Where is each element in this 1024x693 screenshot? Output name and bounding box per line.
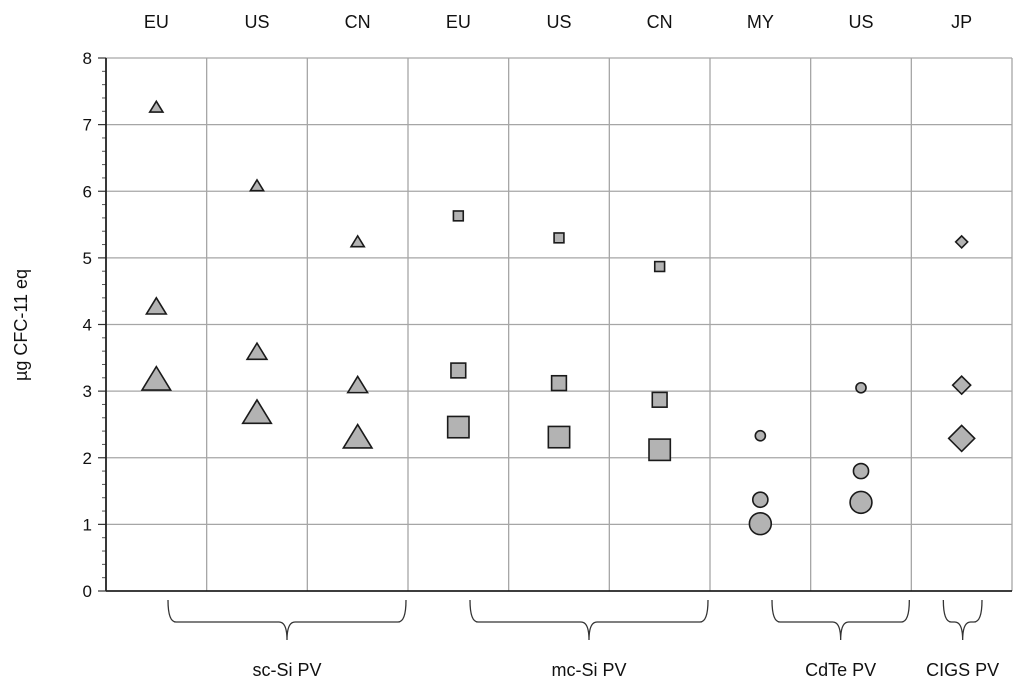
square-marker [550,374,568,392]
column-label: JP [951,12,972,32]
triangle-marker [248,178,266,192]
y-axis-label: µg CFC-11 eq [11,269,31,381]
group-brace [942,599,983,641]
square-marker [446,415,470,439]
grid [106,57,1013,591]
square-marker [553,232,565,244]
column-label: MY [747,12,774,32]
y-tick-label: 3 [83,382,92,401]
y-tick-label: 0 [83,582,92,601]
circle-marker [751,491,769,509]
y-tick-label: 2 [83,449,92,468]
triangle-marker [349,234,366,248]
circle-marker [748,511,773,536]
column-label: US [546,12,571,32]
group-label: sc-Si PV [252,660,321,680]
y-tick-label: 4 [83,316,92,335]
triangle-marker [341,423,374,449]
diamond-marker [947,424,976,453]
group-brace [167,599,407,641]
group-brace [771,599,910,641]
square-marker [452,210,465,222]
y-tick-label: 7 [83,116,92,135]
group-label: CIGS PV [926,660,999,680]
square-marker [648,438,672,462]
column-labels: EU US CN EU US CN MY US JP [144,12,972,32]
group-label: mc-Si PV [551,660,626,680]
data-points [140,99,976,536]
square-marker [653,260,666,273]
circle-marker [855,381,867,394]
axes [98,57,1012,592]
y-tick-label: 1 [83,515,92,534]
triangle-marker [148,99,165,113]
diamond-marker [954,234,969,250]
triangle-marker [245,341,269,361]
column-label: EU [144,12,169,32]
column-label: US [848,12,873,32]
circle-marker [852,462,870,480]
circle-marker [849,490,873,515]
square-marker [547,425,571,449]
diamond-marker [951,374,972,396]
column-label: CN [647,12,673,32]
y-tick-label: 6 [83,182,92,201]
square-marker [651,391,668,408]
group-brackets: sc-Si PV mc-Si PV CdTe PV CIGS PV [167,599,999,680]
circle-marker [754,429,767,442]
column-label: CN [345,12,371,32]
y-tick-label: 5 [83,249,92,268]
triangle-marker [145,296,168,315]
triangle-marker [241,398,273,425]
triangle-marker [140,365,173,391]
y-tick-label: 8 [83,49,92,68]
group-brace [469,599,709,641]
column-label: US [244,12,269,32]
group-label: CdTe PV [805,660,876,680]
triangle-marker [346,374,369,394]
column-label: EU [446,12,471,32]
y-ticks: 0 1 2 3 4 5 6 7 8 [83,49,92,601]
square-marker [450,362,467,379]
